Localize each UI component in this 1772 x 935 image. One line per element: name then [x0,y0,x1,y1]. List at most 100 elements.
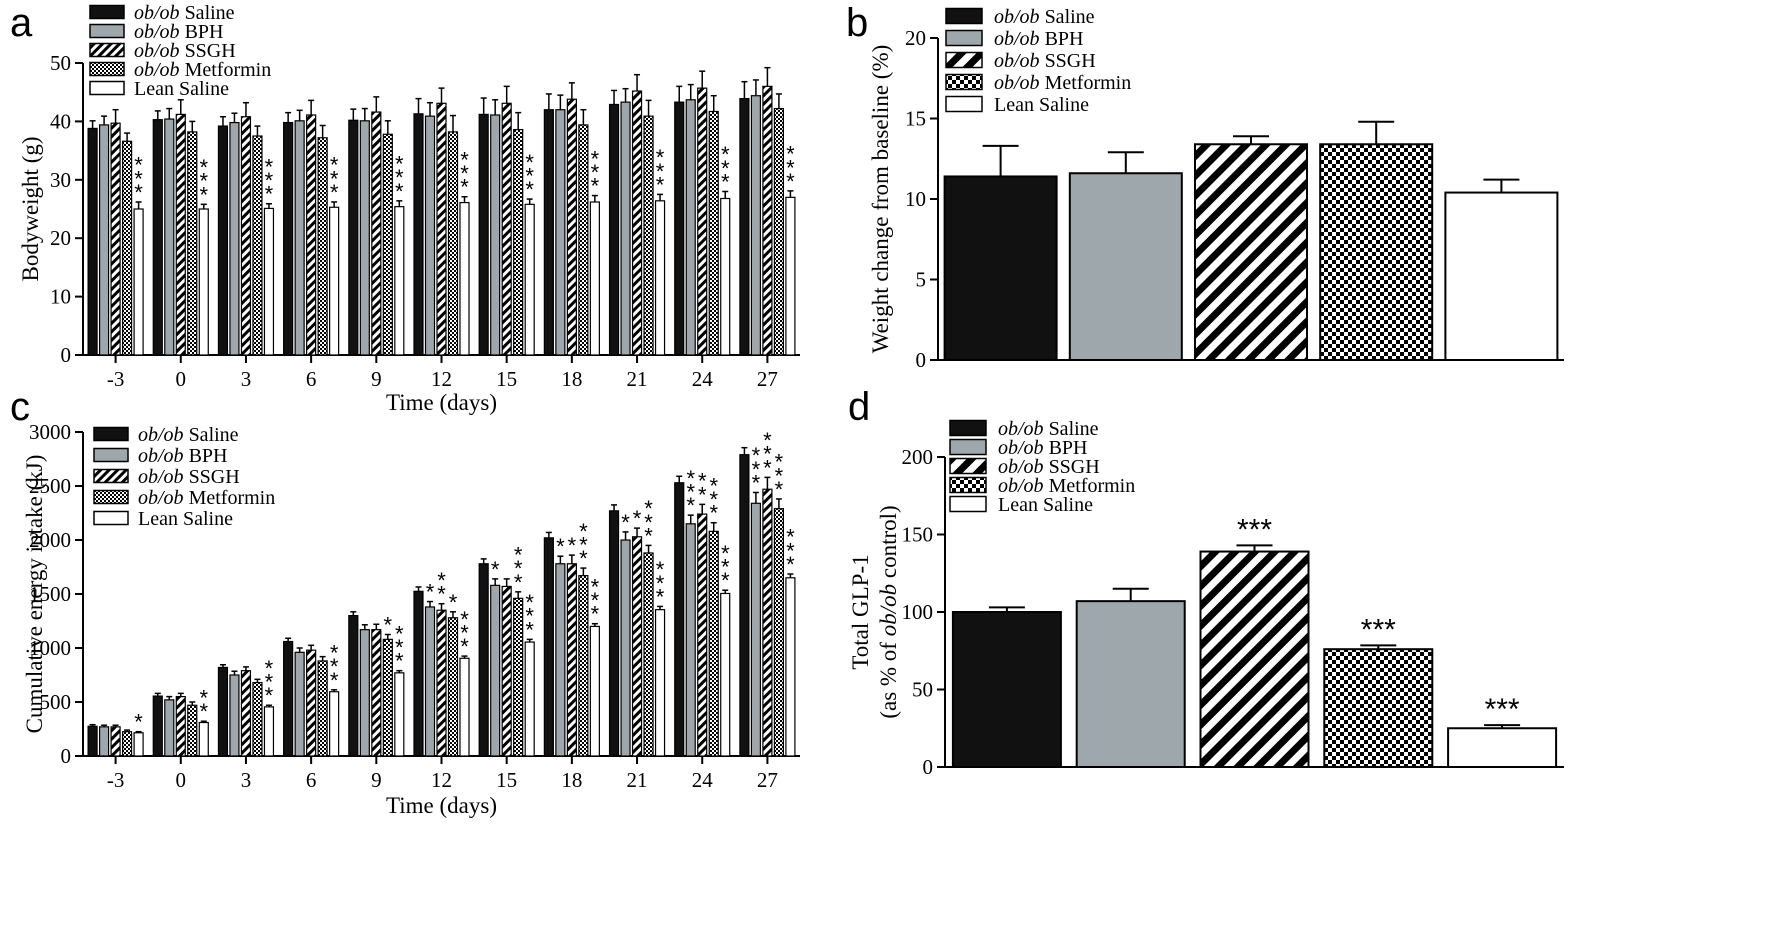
legend-italic-part: ob/ob [994,72,1040,94]
panel-c: 050010001500200025003000-3*0**3***6***9*… [10,385,800,818]
y-axis-label: Weight change from baseline (%) [868,45,893,354]
sig-8-3-0: * [644,523,653,548]
bar-9-4 [720,592,731,757]
bar-8-1 [620,101,631,356]
legend-rest-part: Metformin [1044,475,1136,497]
sig-5-4-1: * [460,620,469,645]
sig-9-4-2: * [721,541,730,566]
bar-6-1 [490,114,501,356]
x-tick-label-8: 21 [627,768,648,792]
bar-10-3 [773,107,785,356]
x-tick-label-0: -3 [107,367,125,391]
sig-7-3-1: * [579,532,588,557]
bar-9-0 [674,482,685,757]
bar-6-2 [501,102,512,356]
bar-10-1 [750,502,762,757]
y-label-italic: ob/ob [876,584,901,636]
bar-7-0 [543,109,554,356]
bar-2-1 [229,121,240,356]
x-tick-label-9: 24 [692,367,714,391]
panel-letter: b [846,1,868,45]
panel-letter: c [10,385,30,429]
sig-2: *** [1237,513,1272,546]
panel-a: 01020304050-3***0***3***6***9***12***15*… [10,1,800,415]
sig-6-1-0: * [491,557,500,582]
bar-7-1 [555,563,566,757]
bar-6-1 [490,584,501,757]
x-tick-label-3: 6 [306,367,317,391]
sig-6-3-2: * [514,543,523,568]
bar-10-4 [785,196,796,356]
x-tick-label-2: 3 [241,367,252,391]
panel-letter: d [848,385,870,429]
panel-letter: a [10,1,33,45]
sig-6-4-1: * [525,163,534,188]
legend-rest-part: Saline [180,2,235,24]
panel-b: 0 5 10 15 20 Weight change from baseline (%) o… [846,1,1564,372]
bar-7-1 [555,109,566,356]
legend-swatch-3 [93,489,129,505]
legend-rest-part: SSGH [180,40,236,62]
sig-9-4-1: * [721,156,730,181]
sig-4-4-2: * [395,152,404,177]
sig-10-1-2: * [752,443,761,468]
legend-label-3: ob/ob Metformin [994,72,1131,94]
legend-label-2: ob/ob SSGH [134,40,236,62]
bar-4-1 [359,120,370,356]
legend-label-0: ob/ob Saline [994,6,1095,28]
panel-d: 0 50 100 150 200 *** *** *** Total GLP-1(as % of… [848,385,1564,779]
y-tick-label-1: 5 [916,268,927,292]
bar-1-1 [164,118,175,356]
legend-swatch-1 [945,29,983,47]
sig-10-2-2: * [763,428,772,453]
y-label-post: control) [876,505,901,584]
sig-8-4-0: * [656,584,665,609]
bar-2-2 [240,670,252,757]
y-tick-label-0: 0 [61,744,72,768]
sig-5-4-0: * [460,175,469,200]
legend-swatch-4 [89,80,125,96]
y-tick-label-2: 100 [902,600,934,624]
legend-swatch-1 [949,438,987,456]
legend-label-3: ob/ob Metformin [134,59,271,81]
sig-0-4-1: * [134,166,143,191]
sig-2-4-0: * [265,683,274,708]
bar-3-0 [283,640,294,757]
legend-label-1: ob/ob BPH [138,445,227,467]
bar-10-3 [773,508,785,757]
y-axis-label: Bodyweight (g) [18,136,43,281]
sig-4: *** [1485,693,1520,726]
legend-label-2: ob/ob SSGH [138,466,240,488]
bar-4 [1444,191,1559,361]
sig-6-4-0: * [525,177,534,202]
legend-label-4: Lean Saline [138,508,233,530]
sig-1-4-1: * [199,686,208,711]
sig-6-3-1: * [514,556,523,581]
sig-3-4-2: * [330,153,339,178]
sig-4-4-2: * [395,621,404,646]
sig-7-2-0: * [568,533,577,558]
bar-2-4 [263,706,275,757]
bar-1-1 [164,699,175,757]
bar-4-2 [371,629,382,757]
sig-3-4-0: * [330,668,339,693]
y-tick-label-6: 3000 [29,420,71,444]
legend-rest-part: SSGH [184,466,240,488]
sig-8-4-2: * [656,557,665,582]
bar-5-3 [447,617,459,757]
bar-5-4 [459,657,470,757]
y-tick-label-3: 30 [50,168,71,192]
sig-4-4-0: * [395,649,404,674]
legend-swatch-2 [89,42,125,58]
bar-6-2 [501,585,512,757]
y-axis-label-line2: (as % of ob/ob control) [876,505,901,718]
bar-2 [1194,143,1308,361]
legend-swatch-0 [945,7,983,25]
legend-italic-part: ob/ob [994,28,1040,50]
sig-8-3-1: * [644,510,653,535]
sig-5-1-0: * [426,580,435,605]
bar-7-4 [589,201,600,356]
bar-6-0 [478,563,489,757]
sig-6-4-0: * [525,617,534,642]
legend-rest-part: Saline [184,424,239,446]
